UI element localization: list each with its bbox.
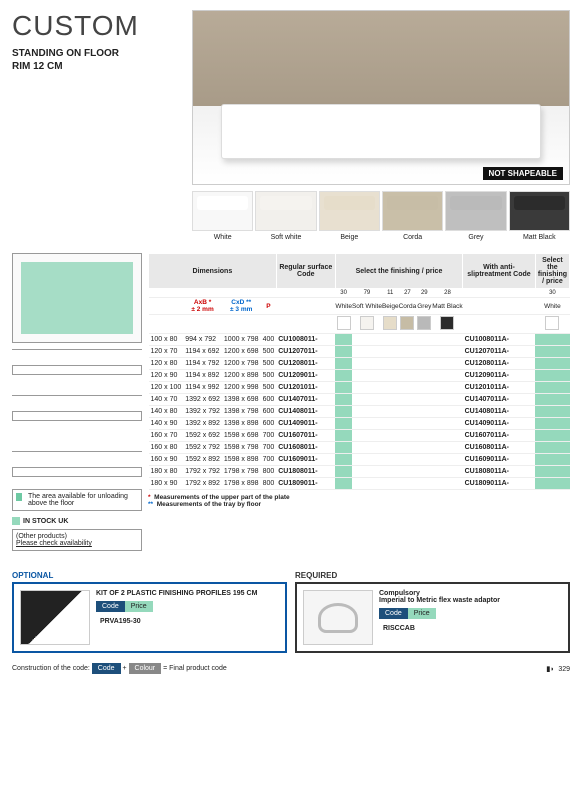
- swatch: Grey: [445, 191, 506, 241]
- optional-heading: OPTIONAL: [12, 569, 287, 582]
- table-row: 180 x 901792 x 8921798 x 898800 CU180901…: [149, 478, 570, 490]
- page-title: CUSTOM: [12, 10, 182, 42]
- swatch: Matt Black: [509, 191, 570, 241]
- hero-image: NOT SHAPEABLE: [192, 10, 570, 185]
- table-row: 120 x 701194 x 6921200 x 698500 CU120701…: [149, 346, 570, 358]
- table-row: 160 x 701592 x 6921598 x 698700 CU160701…: [149, 430, 570, 442]
- table-row: 120 x 901194 x 8921200 x 898500 CU120901…: [149, 370, 570, 382]
- optional-box: KIT OF 2 PLASTIC FINISHING PROFILES 195 …: [12, 582, 287, 653]
- page-footer: Construction of the code: Code + Colour …: [12, 663, 570, 674]
- required-heading: REQUIRED: [295, 569, 570, 582]
- table-row: 140 x 901392 x 8921398 x 898600 CU140901…: [149, 418, 570, 430]
- swatch-row: WhiteSoft whiteBeigeCordaGreyMatt Black: [192, 191, 570, 241]
- required-box: Compulsory Imperial to Metric flex waste…: [295, 582, 570, 653]
- table-row: 140 x 801392 x 7921398 x 798600 CU140801…: [149, 406, 570, 418]
- table-row: 180 x 801792 x 7921798 x 798800 CU180801…: [149, 466, 570, 478]
- table-row: 160 x 801592 x 7921598 x 798700 CU160801…: [149, 442, 570, 454]
- swatch: Corda: [382, 191, 443, 241]
- table-row: 120 x 801194 x 7921200 x 798500 CU120801…: [149, 358, 570, 370]
- swatch: Soft white: [255, 191, 316, 241]
- table-row: 140 x 701392 x 6921398 x 698600 CU140701…: [149, 394, 570, 406]
- not-shapeable-badge: NOT SHAPEABLE: [483, 167, 563, 180]
- product-table: Dimensions Regular surface Code Select t…: [148, 253, 570, 490]
- table-row: 160 x 901592 x 8921598 x 898700 CU160901…: [149, 454, 570, 466]
- swatch: White: [192, 191, 253, 241]
- subtitle: STANDING ON FLOORRIM 12 CM: [12, 47, 182, 73]
- table-row: 100 x 80994 x 7921000 x 798400 CU1008011…: [149, 334, 570, 346]
- swatch: Beige: [319, 191, 380, 241]
- table-row: 120 x 1001194 x 9921200 x 998500 CU12010…: [149, 382, 570, 394]
- diagrams: The area available for unloading above t…: [12, 253, 142, 551]
